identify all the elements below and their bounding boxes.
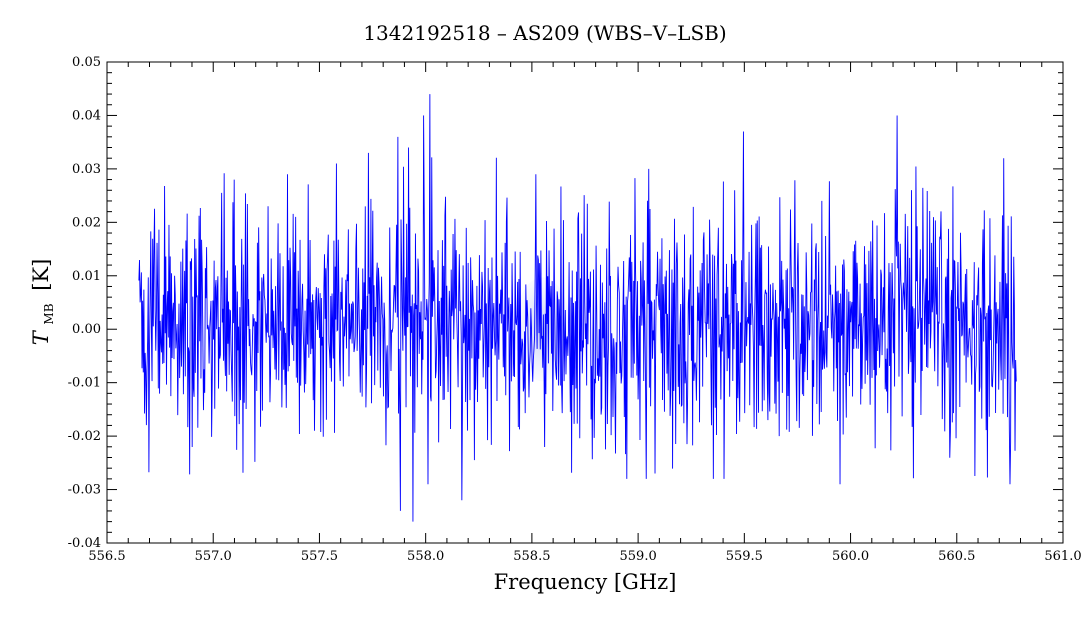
axis-tick-labels: 556.5 557.0 557.5 558.0 558.5 559.0 559.5 560.0…: [68, 55, 1082, 564]
spectrum-line: [138, 94, 1017, 522]
x-tick-label: 557.5: [301, 549, 338, 564]
y-axis-subscript: MB: [42, 303, 56, 324]
x-tick-label: 559.0: [620, 549, 657, 564]
y-tick-label: -0.01: [68, 376, 101, 391]
x-tick-label: 560.0: [832, 549, 869, 564]
plot-frame: [106, 61, 1064, 544]
chart-title: 1342192518 – AS209 (WBS–V–LSB): [363, 21, 726, 45]
y-axis-unit: [K]: [29, 259, 53, 291]
y-tick-label: -0.03: [68, 483, 101, 498]
axis-ticks: [107, 62, 1063, 543]
y-tick-label: -0.04: [68, 536, 101, 551]
y-axis-title: T MB [K]: [29, 259, 58, 346]
x-tick-label: 558.5: [513, 549, 550, 564]
y-tick-label: 0.00: [72, 322, 101, 337]
y-tick-label: 0.03: [72, 162, 101, 177]
x-tick-label: 559.5: [726, 549, 763, 564]
x-tick-label: 561.0: [1044, 549, 1081, 564]
spectrum-series: [138, 94, 1017, 522]
y-tick-label: 0.05: [72, 55, 101, 70]
y-tick-label: -0.02: [68, 429, 101, 444]
x-tick-label: 557.0: [195, 549, 232, 564]
x-axis-title: Frequency [GHz]: [494, 570, 677, 594]
x-tick-label: 558.0: [407, 549, 444, 564]
x-tick-label: 556.5: [88, 549, 125, 564]
y-tick-label: 0.01: [72, 269, 101, 284]
y-tick-label: 0.04: [72, 108, 101, 123]
y-tick-label: 0.02: [72, 215, 101, 230]
x-tick-label: 560.5: [938, 549, 975, 564]
y-axis-symbol: T: [29, 329, 53, 345]
